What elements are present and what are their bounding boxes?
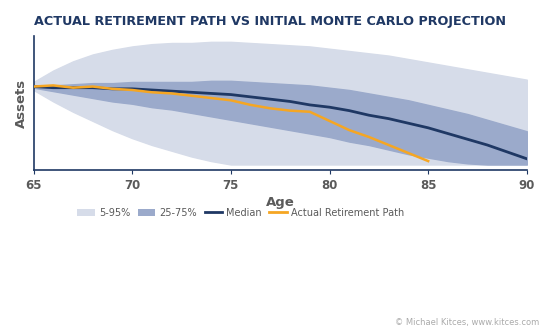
Text: © Michael Kitces, www.kitces.com: © Michael Kitces, www.kitces.com — [395, 318, 539, 327]
Legend: 5-95%, 25-75%, Median, Actual Retirement Path: 5-95%, 25-75%, Median, Actual Retirement… — [74, 204, 408, 222]
X-axis label: Age: Age — [266, 196, 295, 210]
Y-axis label: Assets: Assets — [15, 79, 28, 128]
Text: ACTUAL RETIREMENT PATH VS INITIAL MONTE CARLO PROJECTION: ACTUAL RETIREMENT PATH VS INITIAL MONTE … — [34, 15, 505, 28]
